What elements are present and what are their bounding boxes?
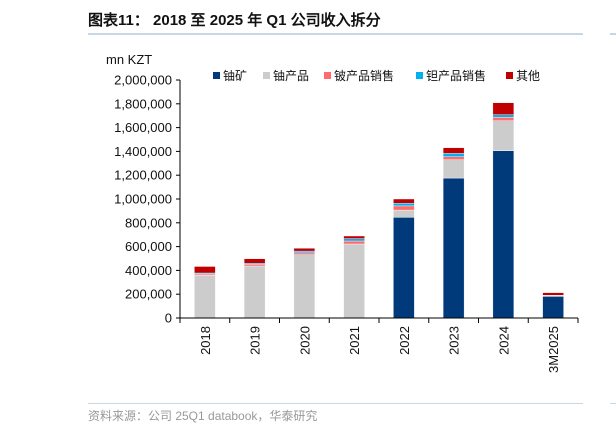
legend-label: 钽产品销售 [426, 68, 486, 83]
legend-item: 铀产品 [263, 69, 309, 83]
x-tick-label: 3M2025 [546, 326, 561, 373]
bar-segment-钽产品销售-2023 [442, 153, 465, 157]
y-tick-label: 600,000 [125, 239, 172, 254]
x-tick-label: 2018 [198, 326, 213, 355]
bar-segment-其他-2021 [343, 235, 365, 239]
legend: 铀矿 铀产品 铍产品销售 钽产品销售 其他 [213, 68, 540, 83]
bar-segment-铀矿-2024 [492, 150, 515, 319]
y-tick-label: 0 [165, 311, 172, 326]
y-axis-unit: mn KZT [106, 52, 152, 67]
legend-item: 铍产品销售 [324, 68, 394, 83]
bar-segment-铀矿-2023 [442, 177, 465, 319]
legend-swatch [506, 72, 513, 79]
legend-swatch [324, 72, 331, 79]
footer-divider [88, 403, 583, 404]
y-tick-label: 1,200,000 [114, 168, 172, 183]
y-tick-label: 1,400,000 [114, 144, 172, 159]
legend-item: 铀矿 [213, 69, 247, 83]
y-tick-label: 2,000,000 [114, 73, 172, 88]
bar-segment-其他-2024 [492, 102, 515, 115]
bar-segment-铍产品销售-2022 [393, 205, 415, 211]
bar-segment-其他-2023 [442, 147, 465, 154]
bar-segment-其他-2020 [293, 248, 316, 252]
bar-segment-铀产品-2018 [194, 274, 216, 319]
x-tick-label: 2021 [347, 326, 362, 355]
legend-label: 其他 [516, 69, 540, 83]
bar-segment-铍产品销售-2021 [343, 240, 365, 245]
y-tick-label: 800,000 [125, 215, 172, 230]
bar-segment-铀产品-2020 [293, 254, 316, 319]
y-tick-label: 400,000 [125, 263, 172, 278]
legend-label: 铍产品销售 [334, 68, 394, 83]
bar-segment-钽产品销售-2024 [492, 114, 515, 118]
legend-swatch [263, 72, 270, 79]
bar-segment-铀产品-2022 [393, 209, 415, 218]
bar-segment-铍产品销售-2023 [442, 156, 465, 160]
bar-segment-铍产品销售-2020 [293, 252, 316, 255]
y-tick-label: 1,600,000 [114, 120, 172, 135]
y-tick-label: 1,000,000 [114, 192, 172, 207]
adjacent-footer-divider [610, 403, 616, 404]
bar-segment-铀矿-2022 [393, 217, 415, 319]
x-tick-label: 2019 [248, 326, 263, 355]
legend-swatch [213, 72, 220, 79]
legend-item: 钽产品销售 [416, 68, 486, 83]
source-note: 资料来源：公司 25Q1 databook，华泰研究 [88, 409, 318, 423]
bars [194, 102, 564, 319]
legend-label: 铀矿 [223, 69, 247, 83]
y-tick-label: 1,800,000 [114, 96, 172, 111]
legend-item: 其他 [506, 69, 540, 83]
bar-segment-铀产品-2024 [492, 120, 515, 151]
bar-segment-钽产品销售-2022 [393, 203, 415, 207]
title-divider [88, 33, 583, 35]
stacked-bar-chart: mn KZT 铀矿 铀产品 铍产品销售 钽产品销售 其他 0 200,000 400,000… [106, 52, 579, 373]
adjacent-panel-divider [610, 33, 616, 35]
bar-segment-其他-2022 [393, 198, 415, 204]
bar-segment-铀产品-2019 [243, 265, 266, 319]
bar-segment-其他-2018 [194, 266, 216, 274]
x-tick-label: 2024 [496, 326, 511, 355]
bar-segment-其他-3M2025 [542, 292, 564, 296]
chart-title: 图表11： 2018 至 2025 年 Q1 公司收入拆分 [88, 12, 381, 29]
y-axis: 0 200,000 400,000 600,000 800,000 1,000,000 1,… [114, 73, 181, 326]
x-tick-label: 2022 [397, 326, 412, 355]
bar-segment-其他-2019 [243, 258, 266, 264]
x-tick-label: 2020 [297, 326, 312, 355]
bar-segment-铍产品销售-2024 [492, 117, 515, 121]
x-tick-label: 2023 [447, 326, 462, 355]
bar-segment-铀产品-2021 [343, 243, 365, 319]
bar-segment-铀矿-3M2025 [542, 296, 564, 319]
y-tick-label: 200,000 [125, 287, 172, 302]
bar-segment-铍产品销售-2019 [243, 264, 266, 267]
bar-segment-钽产品销售-2020 [293, 250, 316, 254]
legend-swatch [416, 72, 423, 79]
legend-label: 铀产品 [273, 69, 309, 83]
x-axis: 2018 2019 2020 2021 2022 2023 2024 3M2025 [179, 317, 579, 373]
bar-segment-铀产品-2023 [442, 159, 465, 179]
bar-segment-钽产品销售-2021 [343, 238, 365, 242]
